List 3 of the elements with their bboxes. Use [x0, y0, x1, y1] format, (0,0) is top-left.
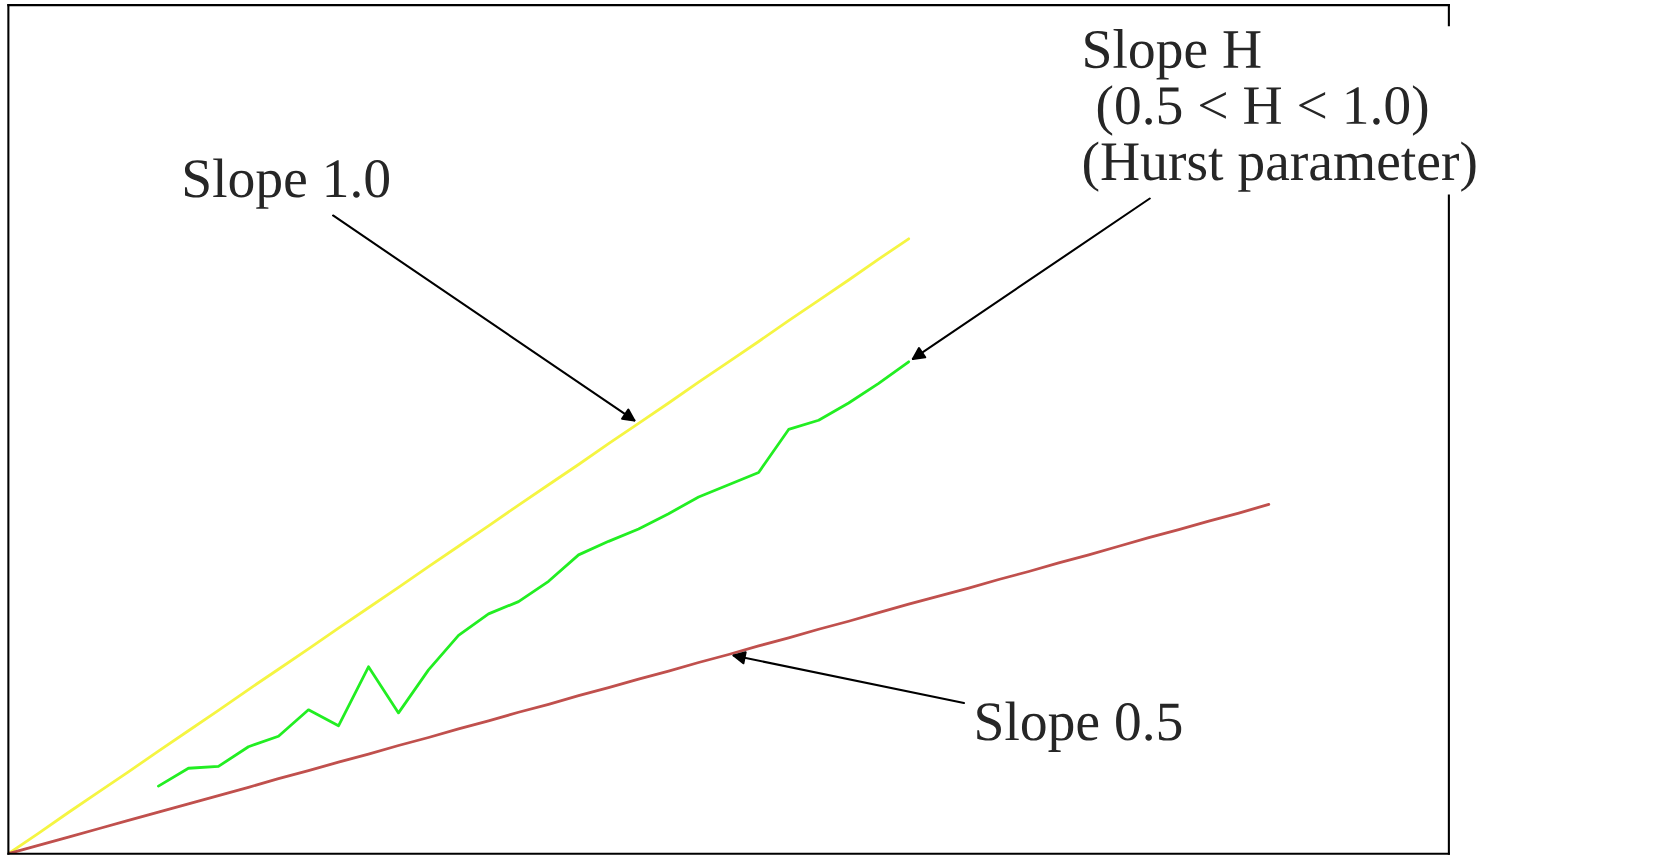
annotation: Slope 0.5: [977, 701, 1182, 752]
text: Slope H (0.5 < H < 1.0) (Hurst parameter): [1083, 29, 1476, 192]
text: Slope 1.0: [184, 158, 389, 209]
